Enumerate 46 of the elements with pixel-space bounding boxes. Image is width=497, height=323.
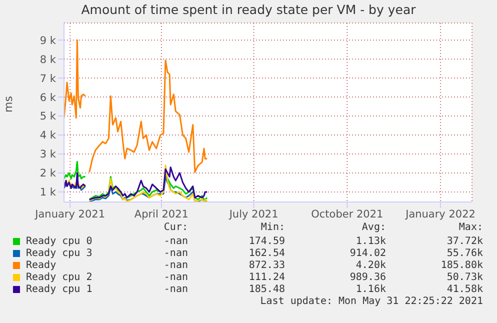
text: 185.80k [440,260,483,271]
y-tick-label: 4 k [40,130,57,142]
legend-label: Ready [26,260,56,271]
legend-label: Ready cpu 2 [26,272,92,283]
text: -nan [164,260,188,271]
text: 55.76k [446,248,483,259]
text: 1.16k [356,284,386,295]
y-axis-title: ms [2,96,15,112]
chart-title: Amount of time spent in ready state per VM - by year [80,2,417,17]
text: 914.02 [350,248,386,259]
x-tick-label: January 2021 [34,208,106,220]
legend-label: Ready cpu 1 [26,284,92,295]
text: 872.33 [248,260,285,271]
y-tick-label: 5 k [40,110,57,123]
text: Last update: Mon May 31 22:25:22 2021 [260,296,483,307]
x-tick-label: July 2021 [228,208,278,220]
x-tick-label: April 2021 [134,208,188,220]
text: -nan [164,236,188,247]
text: 41.58k [446,284,483,295]
text: 111.24 [248,272,285,283]
text: Cur: [164,222,188,233]
text: 1.13k [356,236,386,247]
text: 162.54 [248,248,285,259]
text: 50.73k [446,272,483,283]
text: -nan [164,248,188,259]
legend-label: Ready cpu 0 [26,236,92,247]
text: 37.72k [446,236,483,247]
text: 174.59 [248,236,285,247]
x-tick-label: October 2021 [311,208,384,220]
text: -nan [164,272,188,283]
text: Min: [260,222,285,233]
y-tick-label: 2 k [40,168,57,180]
y-tick-label: 3 k [40,148,57,161]
y-tick-label: 9 k [40,34,57,47]
legend-label: Ready cpu 3 [26,248,92,259]
text: Avg: [362,222,386,233]
text: 4.20k [356,260,386,271]
y-tick-label: 1 k [40,186,57,199]
y-tick-label: 7 k [40,72,57,85]
text: 989.36 [350,272,386,283]
text: Max: [458,222,483,233]
y-tick-label: 8 k [40,54,57,66]
text: -nan [164,284,188,295]
y-tick-label: 6 k [40,92,57,104]
text: 185.48 [248,284,285,295]
x-tick-label: January 2022 [404,208,476,220]
